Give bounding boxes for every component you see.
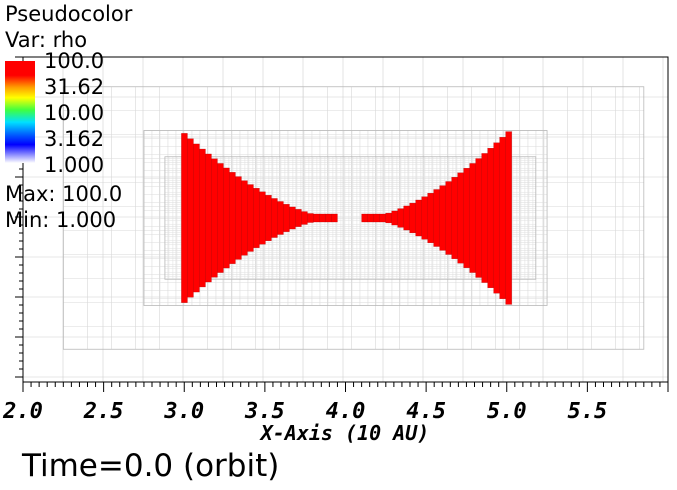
legend-tick-label: 100.0 bbox=[44, 49, 105, 73]
x-axis: 2.0 2.5 3.0 3.5 4.0 4.5 5.0 5.5 X-Axis (10 AU) bbox=[2, 382, 669, 445]
mesh-level bbox=[22, 56, 669, 383]
legend-variable: Var: rho bbox=[5, 28, 88, 52]
legend-plot-type: Pseudocolor bbox=[5, 2, 133, 26]
x-tick-label: 3.0 bbox=[163, 399, 204, 424]
density-lobe-left bbox=[181, 133, 338, 303]
density-lobe-right bbox=[361, 131, 512, 305]
time-label: Time=0.0 (orbit) bbox=[22, 448, 280, 484]
x-tick-label: 5.0 bbox=[487, 399, 527, 424]
legend-tick-label: 1.000 bbox=[44, 153, 105, 177]
density-field bbox=[181, 131, 512, 305]
mesh-level bbox=[62, 86, 645, 350]
legend-tick-label: 31.62 bbox=[44, 75, 105, 99]
amr-mesh-grid bbox=[22, 56, 669, 383]
x-tick-label: 2.0 bbox=[2, 399, 43, 424]
legend-tick-label: 10.00 bbox=[44, 101, 105, 125]
legend-min: Min: 1.000 bbox=[5, 208, 117, 232]
x-tick-label: 3.5 bbox=[244, 399, 285, 424]
x-tick-label: 2.5 bbox=[83, 399, 124, 424]
legend-colorbar bbox=[5, 61, 35, 163]
x-axis-title: X-Axis (10 AU) bbox=[259, 421, 430, 445]
x-tick-label: 4.5 bbox=[406, 399, 446, 424]
plot-frame bbox=[22, 56, 669, 383]
legend-max: Max: 100.0 bbox=[5, 182, 123, 206]
x-tick-label: 5.5 bbox=[568, 399, 608, 424]
x-tick-label: 4.0 bbox=[326, 399, 366, 424]
legend-tick-label: 3.162 bbox=[44, 127, 105, 151]
plot-border bbox=[22, 56, 669, 383]
